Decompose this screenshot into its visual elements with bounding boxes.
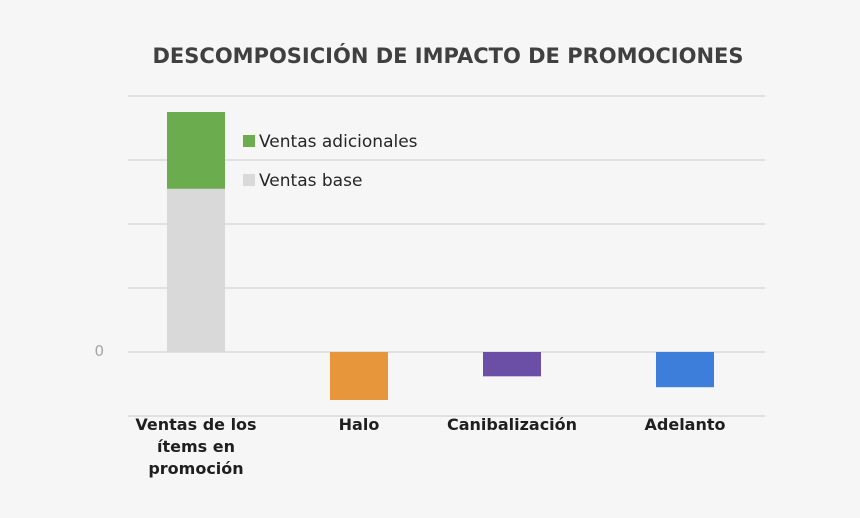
bar-segment [167, 188, 225, 352]
bar [483, 352, 541, 377]
legend-swatch [243, 135, 255, 147]
y-tick-label: 0 [94, 342, 104, 360]
legend: Ventas adicionales Ventas base [243, 132, 418, 191]
gridlines [128, 95, 765, 417]
category-label: Halo [339, 415, 380, 434]
category-label: Adelanto [645, 415, 726, 434]
bar [330, 352, 388, 400]
y-ticks: 0 [94, 342, 104, 360]
category-label: Ventas de los [135, 415, 256, 434]
bars [167, 112, 714, 400]
legend-label: Ventas adicionales [259, 132, 418, 152]
chart-title: DESCOMPOSICIÓN DE IMPACTO DE PROMOCIONES [153, 43, 744, 68]
category-label: ítems en [157, 437, 235, 456]
legend-swatch [243, 174, 255, 186]
category-labels: Ventas de los ítems en promoción Halo Caniba… [135, 415, 725, 478]
legend-label: Ventas base [259, 171, 362, 191]
bar [656, 352, 714, 388]
bar-segment [167, 112, 225, 189]
category-label: Canibalización [447, 415, 577, 434]
category-label: promoción [148, 459, 243, 478]
